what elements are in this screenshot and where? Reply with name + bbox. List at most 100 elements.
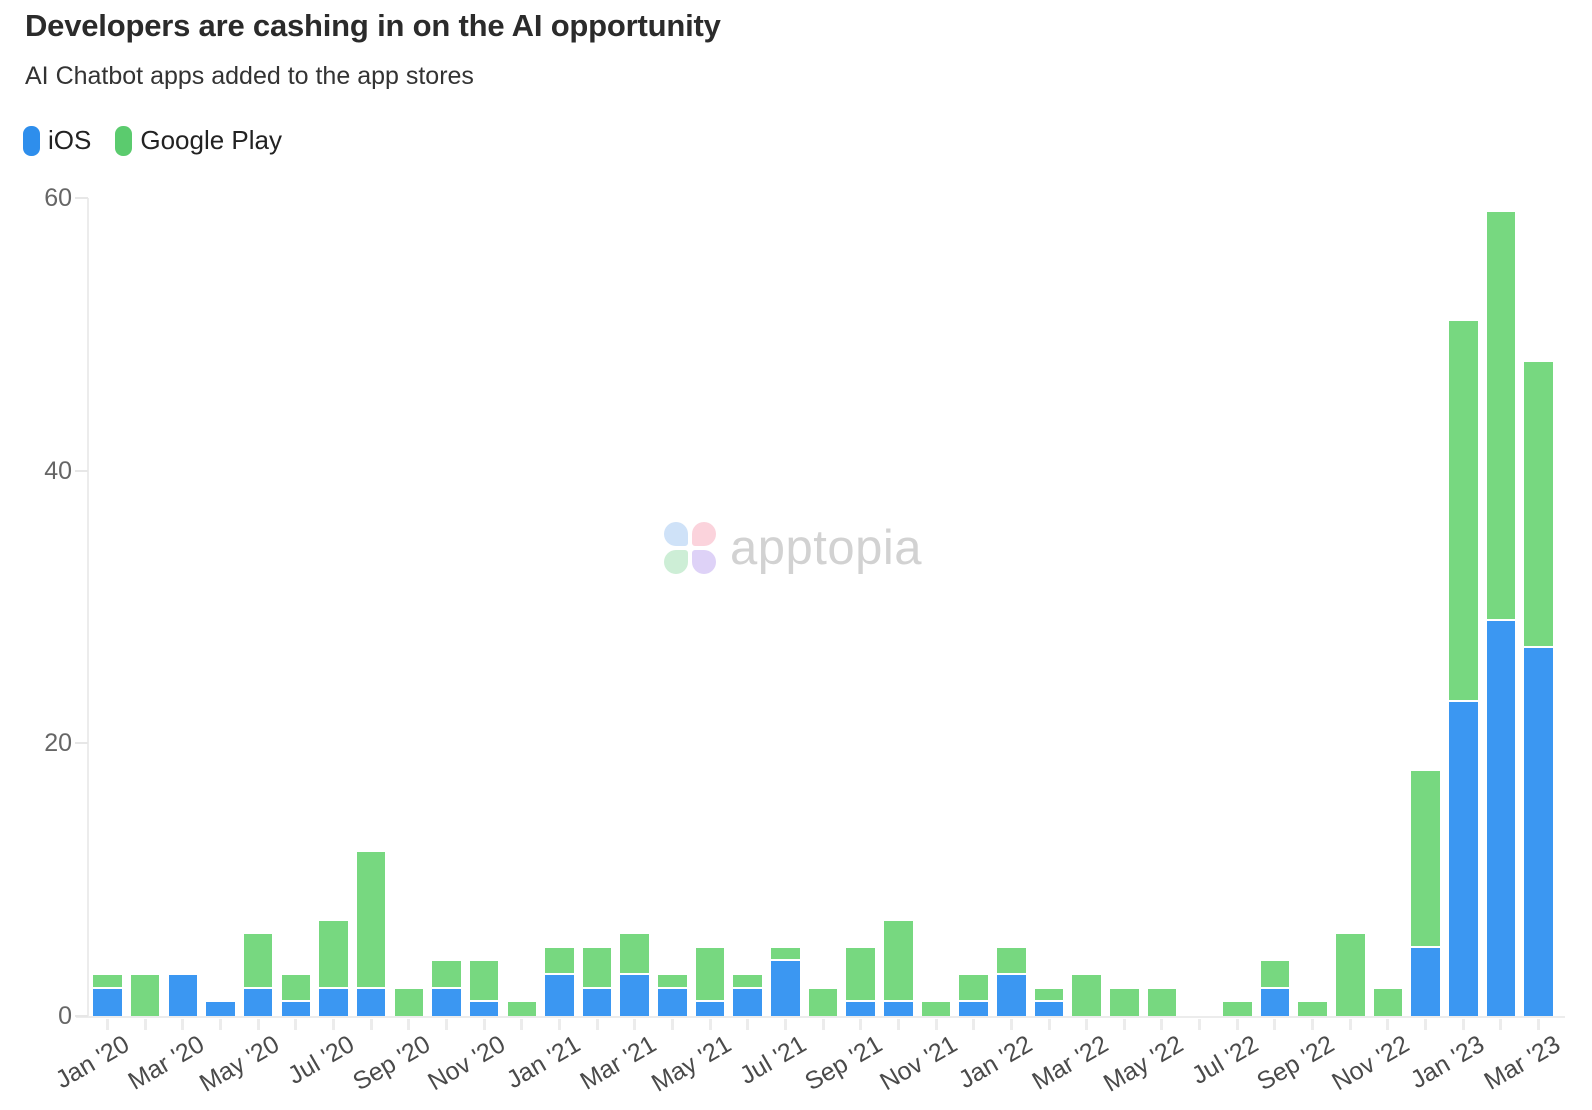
x-tick: [1235, 1019, 1239, 1030]
bar-segment-google-play[interactable]: [959, 975, 988, 1003]
legend-item-ios[interactable]: iOS: [23, 125, 91, 156]
x-tick: [369, 1019, 373, 1030]
bar-segment-google-play[interactable]: [356, 852, 386, 989]
bar-segment-google-play[interactable]: [733, 975, 762, 989]
bar-segment-google-play[interactable]: [582, 947, 612, 989]
chart-title: Developers are cashing in on the AI oppo…: [25, 8, 721, 43]
bar-segment-google-play[interactable]: [1147, 988, 1177, 1016]
bar-segment-google-play[interactable]: [1110, 988, 1139, 1016]
x-tick: [1273, 1019, 1277, 1030]
bar-segment-google-play[interactable]: [545, 947, 574, 976]
x-tick: [1085, 1019, 1089, 1030]
bar-segment-google-play[interactable]: [921, 1002, 951, 1016]
x-tick: [708, 1019, 712, 1030]
y-tick: [75, 742, 88, 745]
bar-segment-google-play[interactable]: [808, 988, 838, 1016]
bar-segment-google-play[interactable]: [281, 975, 311, 1003]
bar-segment-ios[interactable]: [469, 1002, 499, 1016]
bar-segment-ios[interactable]: [206, 1002, 235, 1016]
bar-segment-google-play[interactable]: [1223, 1002, 1252, 1016]
bar-segment-ios[interactable]: [545, 975, 574, 1016]
bar-segment-ios[interactable]: [1486, 620, 1516, 1016]
bar-segment-google-play[interactable]: [1072, 975, 1101, 1016]
bar-segment-ios[interactable]: [733, 988, 762, 1016]
y-tick: [75, 469, 88, 472]
x-tick: [633, 1019, 637, 1030]
bar-segment-ios[interactable]: [1524, 647, 1553, 1016]
bar-segment-ios[interactable]: [1449, 702, 1478, 1016]
apptopia-watermark: apptopia: [664, 522, 922, 574]
bar-segment-google-play[interactable]: [884, 920, 913, 1003]
bar-segment-google-play[interactable]: [1486, 211, 1516, 621]
bar-segment-ios[interactable]: [771, 961, 800, 1016]
x-tick: [256, 1019, 260, 1030]
x-tick: [896, 1019, 900, 1030]
x-tick: [1499, 1019, 1503, 1030]
bar-segment-ios[interactable]: [1411, 947, 1440, 1016]
x-tick: [557, 1019, 561, 1030]
bar-segment-google-play[interactable]: [658, 975, 687, 989]
bar-segment-google-play[interactable]: [93, 975, 122, 989]
bar-segment-ios[interactable]: [281, 1002, 311, 1016]
watermark-wordmark: apptopia: [730, 521, 923, 575]
bar-segment-ios[interactable]: [1260, 988, 1290, 1016]
bar-segment-ios[interactable]: [319, 988, 348, 1016]
y-axis-label: 60: [44, 184, 72, 213]
x-tick: [972, 1019, 976, 1030]
bar-segment-google-play[interactable]: [1411, 770, 1440, 948]
bar-segment-ios[interactable]: [997, 975, 1026, 1016]
bar-segment-ios[interactable]: [846, 1002, 875, 1016]
bar-segment-ios[interactable]: [168, 975, 198, 1016]
bar-segment-google-play[interactable]: [243, 934, 273, 989]
bar-segment-google-play[interactable]: [997, 947, 1026, 976]
bar-segment-google-play[interactable]: [846, 947, 875, 1003]
bar-segment-google-play[interactable]: [432, 961, 461, 989]
chart-subtitle: AI Chatbot apps added to the app stores: [25, 62, 474, 90]
x-tick: [444, 1019, 448, 1030]
bar-segment-google-play[interactable]: [771, 947, 800, 962]
x-tick: [218, 1019, 222, 1030]
bar-segment-google-play[interactable]: [507, 1002, 536, 1016]
bar-segment-ios[interactable]: [582, 988, 612, 1016]
bar-segment-google-play[interactable]: [1034, 988, 1064, 1003]
bar-segment-google-play[interactable]: [1336, 934, 1365, 1016]
x-tick: [1047, 1019, 1051, 1030]
bar-segment-google-play[interactable]: [695, 947, 725, 1003]
bar-segment-google-play[interactable]: [130, 975, 160, 1016]
bar-segment-ios[interactable]: [959, 1002, 988, 1016]
bar-segment-google-play[interactable]: [394, 988, 424, 1016]
x-tick: [482, 1019, 486, 1030]
bar-segment-google-play[interactable]: [1298, 1002, 1327, 1016]
x-tick: [859, 1019, 863, 1030]
legend-item-google-play[interactable]: Google Play: [115, 125, 282, 156]
bar-segment-google-play[interactable]: [1260, 961, 1290, 989]
bar-segment-ios[interactable]: [620, 975, 649, 1016]
x-tick: [181, 1019, 185, 1030]
x-tick: [1386, 1019, 1390, 1030]
x-tick: [294, 1019, 298, 1030]
bar-segment-google-play[interactable]: [620, 934, 649, 976]
x-axis-line: [76, 1016, 1565, 1018]
bar-segment-ios[interactable]: [1034, 1002, 1064, 1016]
apptopia-logo-icon: [664, 522, 716, 574]
logo-petal-purple: [692, 550, 716, 574]
bar-segment-google-play[interactable]: [469, 961, 499, 1003]
bar-segment-google-play[interactable]: [1373, 988, 1403, 1016]
x-tick: [821, 1019, 825, 1030]
legend-label-google-play: Google Play: [140, 125, 282, 155]
bar-segment-ios[interactable]: [356, 988, 386, 1016]
x-tick: [331, 1019, 335, 1030]
bar-segment-ios[interactable]: [432, 988, 461, 1016]
bar-segment-google-play[interactable]: [1449, 320, 1478, 703]
x-tick: [1348, 1019, 1352, 1030]
bar-segment-google-play[interactable]: [319, 920, 348, 989]
bar-segment-ios[interactable]: [884, 1002, 913, 1016]
bar-segment-google-play[interactable]: [1524, 361, 1553, 648]
bar-segment-ios[interactable]: [695, 1002, 725, 1016]
bar-segment-ios[interactable]: [243, 988, 273, 1016]
bar-segment-ios[interactable]: [93, 988, 122, 1016]
bar-segment-ios[interactable]: [658, 988, 687, 1016]
x-tick: [106, 1019, 109, 1030]
